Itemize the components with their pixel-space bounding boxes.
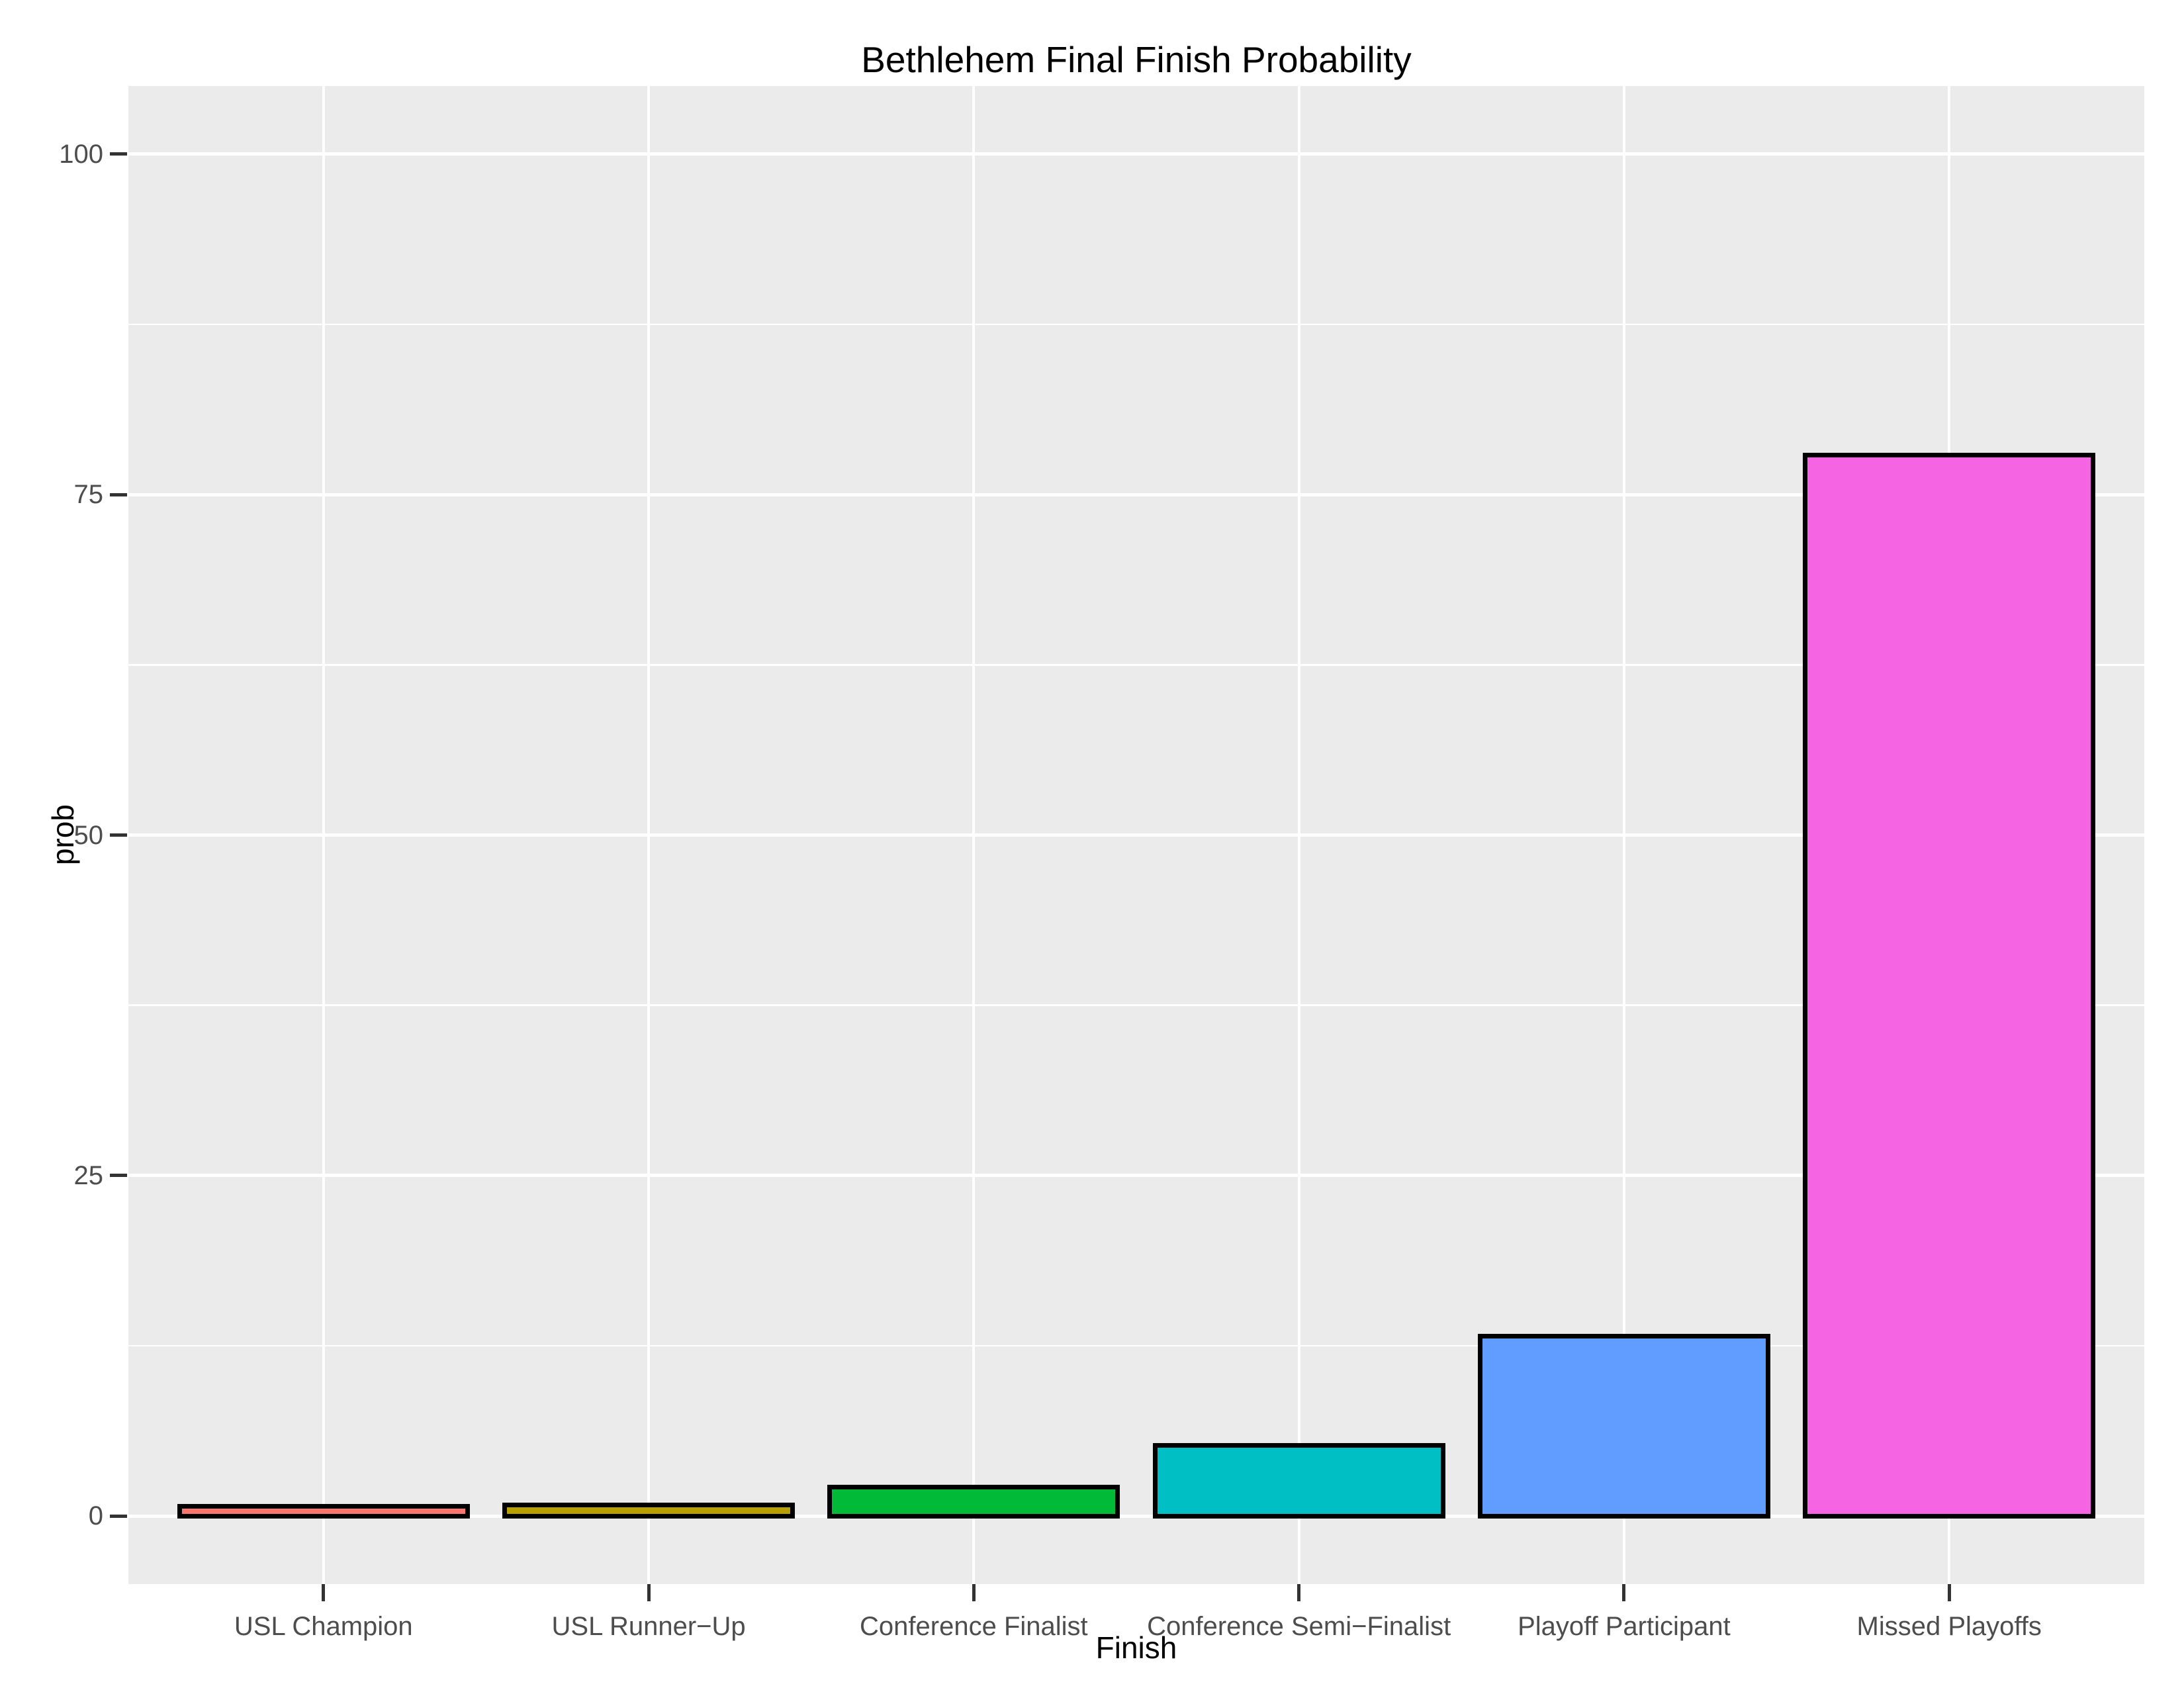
x-tick-label: USL Runner−Up (551, 1612, 746, 1641)
chart-title: Bethlehem Final Finish Probability (861, 39, 1412, 80)
plot-panel (128, 86, 2144, 1584)
x-major-gridline (1297, 86, 1300, 1584)
bar-usl-runner-up (502, 1503, 796, 1519)
y-major-gridline (128, 1514, 2144, 1518)
bar-usl-champion (177, 1504, 470, 1519)
x-tick-mark (1947, 1584, 1951, 1601)
bar-playoff-participant (1477, 1334, 1770, 1519)
x-tick-mark (647, 1584, 651, 1601)
x-major-gridline (972, 86, 976, 1584)
y-tick-label: 75 (73, 480, 104, 510)
y-tick-mark (110, 1514, 127, 1518)
x-tick-mark (322, 1584, 326, 1601)
x-tick-label: Playoff Participant (1518, 1612, 1731, 1641)
y-minor-gridline (128, 323, 2144, 326)
y-minor-gridline (128, 1004, 2144, 1006)
y-major-gridline (128, 152, 2144, 156)
x-tick-mark (972, 1584, 976, 1601)
y-tick-mark (110, 833, 127, 837)
y-axis-title: prob (46, 804, 80, 866)
y-tick-label: 50 (73, 820, 104, 850)
x-major-gridline (322, 86, 325, 1584)
bar-conference-finalist (827, 1485, 1120, 1519)
y-tick-mark (110, 492, 127, 496)
x-tick-label: Missed Playoffs (1856, 1612, 2042, 1641)
x-major-gridline (647, 86, 651, 1584)
y-tick-mark (110, 152, 127, 156)
x-tick-mark (1622, 1584, 1626, 1601)
x-tick-label: USL Champion (234, 1612, 413, 1641)
x-axis-title: Finish (1095, 1630, 1177, 1665)
y-tick-mark (110, 1174, 127, 1178)
bar-conference-semi-finalist (1152, 1442, 1445, 1519)
y-major-gridline (128, 492, 2144, 496)
x-tick-label: Conference Semi−Finalist (1147, 1612, 1451, 1641)
y-minor-gridline (128, 1344, 2144, 1347)
y-major-gridline (128, 1174, 2144, 1178)
x-tick-label: Conference Finalist (860, 1612, 1088, 1641)
y-tick-label: 100 (59, 139, 103, 169)
y-minor-gridline (128, 664, 2144, 666)
bar-missed-playoffs (1803, 453, 2096, 1519)
y-tick-label: 0 (88, 1501, 103, 1531)
y-tick-label: 25 (73, 1160, 104, 1190)
x-tick-mark (1297, 1584, 1301, 1601)
x-major-gridline (1622, 86, 1625, 1584)
y-major-gridline (128, 833, 2144, 837)
